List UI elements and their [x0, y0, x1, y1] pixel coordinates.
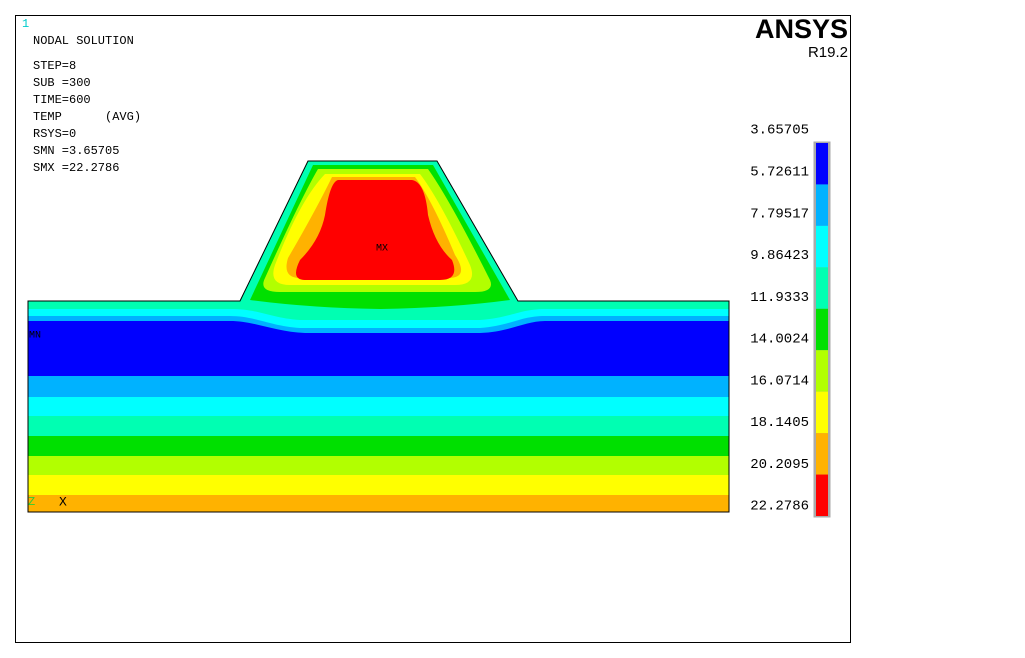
legend: 3.65705 5.72611 7.79517 9.86423 11.9333 14.00… [750, 123, 831, 518]
legend-swatch [816, 433, 828, 475]
min-label: MN [29, 331, 41, 342]
logo: ANSYS [755, 14, 848, 44]
legend-level: 18.1405 [750, 415, 809, 431]
legend-level: 11.9333 [750, 290, 809, 306]
legend-level: 3.65705 [750, 123, 809, 139]
max-label: MX [376, 244, 388, 255]
axis-x: X [59, 494, 67, 509]
legend-swatch [816, 350, 828, 392]
legend-swatch [816, 184, 828, 226]
legend-swatch [816, 143, 828, 185]
legend-swatch [816, 391, 828, 434]
legend-level: 22.2786 [750, 499, 809, 515]
band [28, 416, 729, 436]
band [28, 436, 729, 456]
band [28, 456, 729, 475]
contour-plot: MX MN Z X [27, 160, 730, 513]
info-line: SMX =22.2786 [33, 161, 119, 175]
info-line: TIME=600 [33, 93, 91, 107]
band [28, 321, 729, 376]
info-line: SMN =3.65705 [33, 144, 119, 158]
legend-swatch [816, 474, 828, 516]
info-line: STEP=8 [33, 59, 76, 73]
band [296, 180, 455, 280]
band [28, 397, 729, 416]
info-line: RSYS=0 [33, 127, 76, 141]
info-line: TEMP (AVG) [33, 110, 141, 124]
legend-level: 16.0714 [750, 373, 809, 389]
legend-swatch [816, 267, 828, 309]
axis-z: Z [28, 495, 35, 509]
band [28, 475, 729, 495]
legend-swatch [816, 308, 828, 351]
legend-swatch [816, 225, 828, 268]
legend-level: 14.0024 [750, 332, 809, 348]
band [28, 495, 729, 512]
legend-level: 7.79517 [750, 206, 809, 222]
version: R19.2 [808, 44, 848, 61]
outline [27, 160, 730, 513]
legend-level: 5.72611 [750, 164, 809, 180]
info-line: NODAL SOLUTION [33, 34, 134, 48]
band [28, 376, 729, 397]
legend-level: 20.2095 [750, 457, 809, 473]
window-number: 1 [22, 17, 29, 31]
legend-level: 9.86423 [750, 248, 809, 264]
info-block: NODAL SOLUTION STEP=8 SUB =300 TIME=600 TEMP… [33, 34, 141, 175]
info-line: SUB =300 [33, 76, 91, 90]
